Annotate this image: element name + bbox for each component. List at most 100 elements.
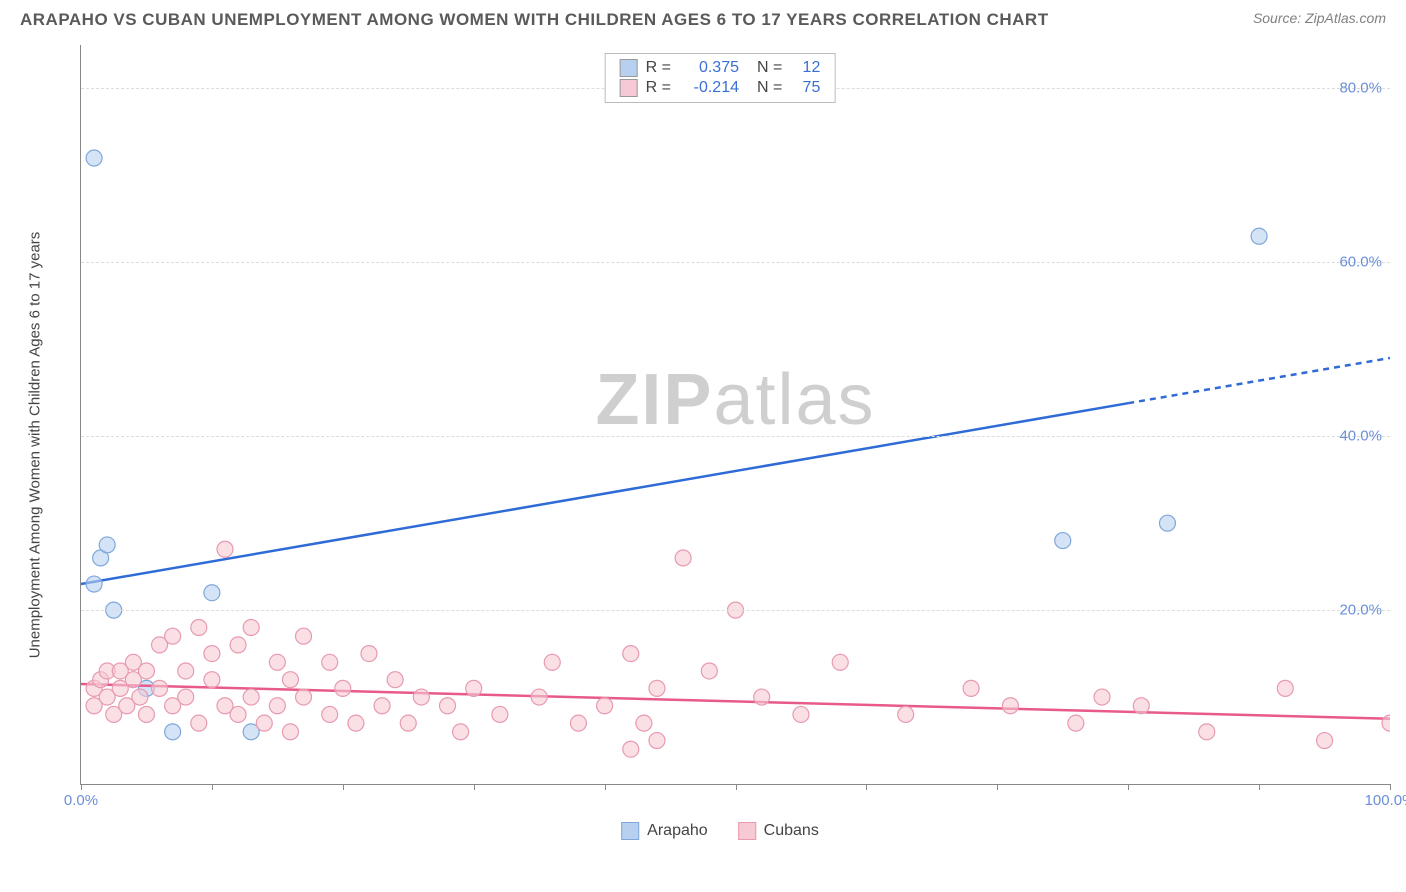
watermark-zip: ZIP (595, 360, 713, 440)
y-tick-label: 40.0% (1339, 428, 1382, 445)
data-point (296, 628, 312, 644)
data-point (832, 654, 848, 670)
legend-label: Cubans (764, 822, 819, 840)
x-tick (1390, 784, 1391, 790)
data-point (623, 646, 639, 662)
data-point (99, 537, 115, 553)
x-tick (212, 784, 213, 790)
data-point (649, 680, 665, 696)
stat-r-value: 0.375 (679, 59, 739, 77)
data-point (898, 706, 914, 722)
data-point (178, 689, 194, 705)
data-point (636, 715, 652, 731)
data-point (440, 698, 456, 714)
data-point (112, 663, 128, 679)
data-point (138, 663, 154, 679)
data-point (217, 698, 233, 714)
data-point (132, 689, 148, 705)
data-point (112, 680, 128, 696)
data-point (165, 724, 181, 740)
data-point (152, 637, 168, 653)
data-point (165, 698, 181, 714)
x-tick (1259, 784, 1260, 790)
x-tick-label: 100.0% (1365, 792, 1406, 809)
data-point (230, 637, 246, 653)
data-point (544, 654, 560, 670)
x-tick (474, 784, 475, 790)
data-point (86, 150, 102, 166)
data-point (243, 724, 259, 740)
stats-swatch (620, 79, 638, 97)
stat-n-value: 12 (790, 59, 820, 77)
data-point (204, 672, 220, 688)
data-point (125, 672, 141, 688)
stat-r-value: -0.214 (679, 79, 739, 97)
data-point (1199, 724, 1215, 740)
data-point (93, 550, 109, 566)
trend-line-dashed (1128, 358, 1390, 403)
legend-swatch (738, 822, 756, 840)
data-point (86, 680, 102, 696)
legend-swatch (621, 822, 639, 840)
data-point (1159, 515, 1175, 531)
stat-r-label: R = (646, 79, 671, 97)
data-point (269, 698, 285, 714)
chart-container: Unemployment Among Women with Children A… (50, 45, 1390, 845)
data-point (1068, 715, 1084, 731)
y-tick-label: 20.0% (1339, 602, 1382, 619)
gridline (81, 436, 1390, 437)
data-point (86, 698, 102, 714)
stats-box: R = 0.375 N = 12R = -0.214 N = 75 (605, 53, 836, 103)
x-tick (605, 784, 606, 790)
x-tick (1128, 784, 1129, 790)
data-point (1251, 228, 1267, 244)
legend-item: Arapaho (621, 822, 708, 840)
data-point (348, 715, 364, 731)
x-tick (736, 784, 737, 790)
data-point (322, 654, 338, 670)
data-point (152, 680, 168, 696)
data-point (269, 654, 285, 670)
data-point (597, 698, 613, 714)
data-point (119, 698, 135, 714)
x-tick (81, 784, 82, 790)
gridline (81, 262, 1390, 263)
y-tick-label: 80.0% (1339, 80, 1382, 97)
data-point (282, 724, 298, 740)
chart-title: ARAPAHO VS CUBAN UNEMPLOYMENT AMONG WOME… (20, 10, 1049, 30)
data-point (93, 672, 109, 688)
data-point (623, 741, 639, 757)
data-point (1055, 533, 1071, 549)
data-point (138, 706, 154, 722)
stat-n-label: N = (757, 79, 782, 97)
stats-row: R = -0.214 N = 75 (620, 78, 821, 98)
watermark: ZIPatlas (595, 359, 875, 441)
data-point (466, 680, 482, 696)
data-point (282, 672, 298, 688)
gridline (81, 610, 1390, 611)
plot-area: ZIPatlas 20.0%40.0%60.0%80.0%0.0%100.0% (80, 45, 1390, 785)
source-attribution: Source: ZipAtlas.com (1253, 10, 1386, 26)
data-point (296, 689, 312, 705)
data-point (754, 689, 770, 705)
data-point (99, 663, 115, 679)
x-tick (343, 784, 344, 790)
data-point (793, 706, 809, 722)
data-point (387, 672, 403, 688)
data-point (99, 689, 115, 705)
data-point (649, 733, 665, 749)
stat-r-label: R = (646, 59, 671, 77)
data-point (217, 541, 233, 557)
data-point (191, 715, 207, 731)
data-point (361, 646, 377, 662)
stat-n-value: 75 (790, 79, 820, 97)
legend-label: Arapaho (647, 822, 708, 840)
trend-line (81, 684, 1390, 719)
data-point (106, 706, 122, 722)
data-point (243, 620, 259, 636)
data-point (531, 689, 547, 705)
data-point (86, 576, 102, 592)
data-point (492, 706, 508, 722)
data-point (1002, 698, 1018, 714)
legend: Arapaho Cubans (621, 822, 819, 840)
